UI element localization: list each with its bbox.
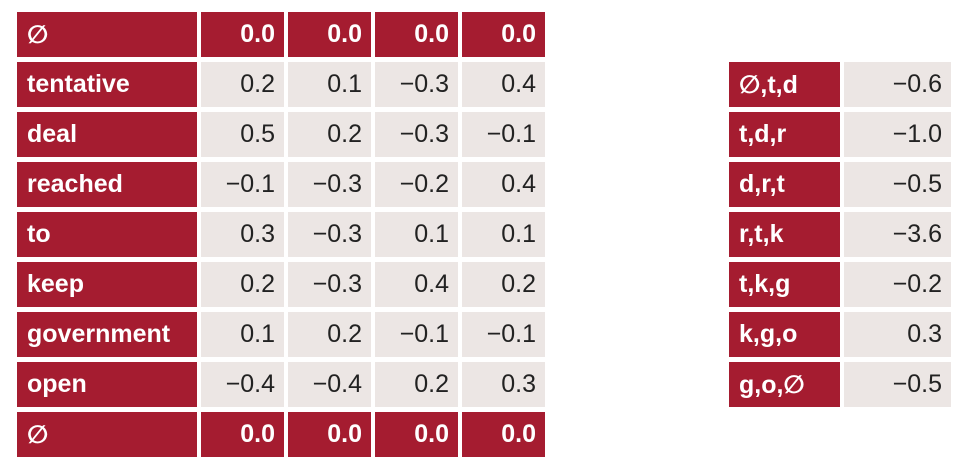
table-cell: −0.3 [288,262,371,307]
table-row-label: to [17,212,197,257]
table-cell: −0.3 [375,112,458,157]
trigram-score: 0.3 [844,312,951,357]
table-cell: −0.4 [288,362,371,407]
table-row-label: deal [17,112,197,157]
table-cell: 0.4 [375,262,458,307]
trigram-label: d,r,t [729,162,840,207]
table-cell: −0.3 [288,162,371,207]
trigram-score: −1.0 [844,112,951,157]
table-cell: 0.0 [462,412,545,457]
table-row-label: ∅ [17,412,197,457]
table-cell: 0.1 [288,62,371,107]
table-cell: 0.5 [201,112,284,157]
table-row-label: reached [17,162,197,207]
table-row-label: government [17,312,197,357]
trigram-label: k,g,o [729,312,840,357]
trigram-score: −0.2 [844,262,951,307]
table-cell: 0.2 [201,62,284,107]
word-embedding-table: ∅ 0.0 0.0 0.0 0.0 tentative 0.2 0.1 −0.3… [17,12,545,457]
table-cell: 0.0 [201,12,284,57]
table-cell: 0.0 [288,412,371,457]
table-cell: 0.2 [375,362,458,407]
table-row-label: tentative [17,62,197,107]
table-cell: −0.2 [375,162,458,207]
table-cell: −0.1 [462,312,545,357]
table-cell: 0.2 [288,312,371,357]
table-cell: −0.1 [201,162,284,207]
trigram-label: r,t,k [729,212,840,257]
table-row-label: open [17,362,197,407]
table-cell: −0.4 [201,362,284,407]
table-cell: −0.1 [462,112,545,157]
table-cell: 0.0 [462,12,545,57]
table-cell: 0.1 [201,312,284,357]
table-cell: −0.3 [288,212,371,257]
trigram-score-table: ∅,t,d −0.6 t,d,r −1.0 d,r,t −0.5 r,t,k −… [729,62,951,407]
trigram-score: −0.5 [844,362,951,407]
table-cell: 0.3 [201,212,284,257]
trigram-score: −0.5 [844,162,951,207]
table-cell: 0.0 [288,12,371,57]
table-cell: 0.0 [375,412,458,457]
table-cell: 0.1 [462,212,545,257]
table-cell: 0.4 [462,162,545,207]
trigram-label: g,o,∅ [729,362,840,407]
table-row-label: ∅ [17,12,197,57]
trigram-score: −0.6 [844,62,951,107]
table-cell: −0.3 [375,62,458,107]
table-cell: 0.2 [288,112,371,157]
trigram-score: −3.6 [844,212,951,257]
table-cell: 0.1 [375,212,458,257]
table-cell: 0.0 [375,12,458,57]
table-row-label: keep [17,262,197,307]
table-cell: 0.3 [462,362,545,407]
table-cell: 0.2 [201,262,284,307]
table-cell: 0.4 [462,62,545,107]
trigram-label: t,k,g [729,262,840,307]
trigram-label: t,d,r [729,112,840,157]
table-cell: −0.1 [375,312,458,357]
trigram-label: ∅,t,d [729,62,840,107]
table-cell: 0.2 [462,262,545,307]
table-cell: 0.0 [201,412,284,457]
